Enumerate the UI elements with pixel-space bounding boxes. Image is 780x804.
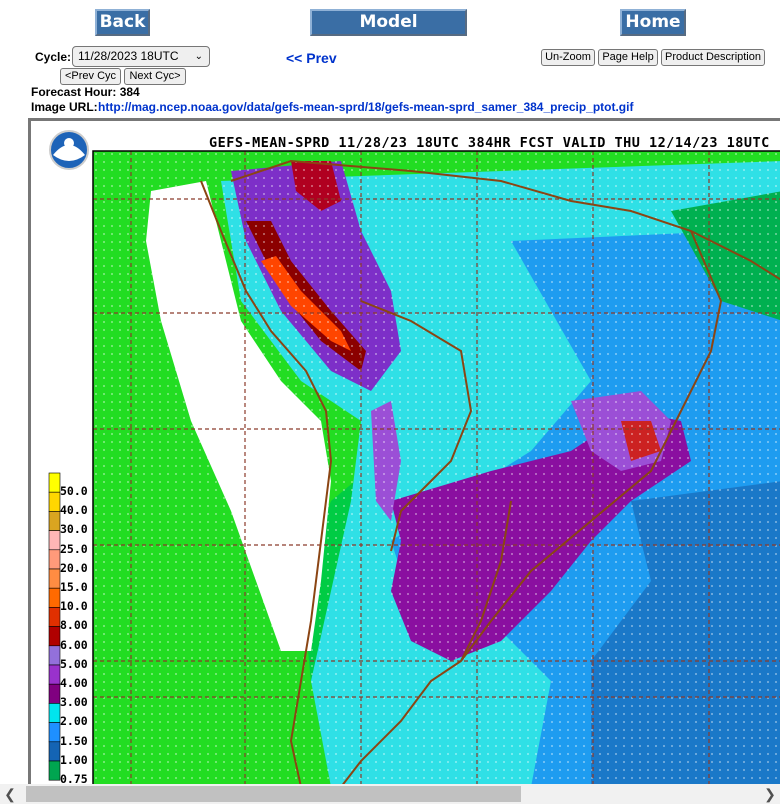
legend-swatches xyxy=(48,472,61,781)
forecast-hour-value: 384 xyxy=(119,85,140,99)
prev-cycle-button[interactable]: <Prev Cyc xyxy=(60,68,121,85)
legend-swatch xyxy=(48,587,61,608)
legend-swatch xyxy=(48,607,61,627)
legend-label: 40.0 xyxy=(60,503,88,518)
legend-label: 1.50 xyxy=(60,733,88,748)
noaa-logo xyxy=(49,130,89,170)
cycle-label: Cycle: xyxy=(35,50,72,64)
horizontal-scrollbar[interactable]: ❮ ❯ xyxy=(0,784,780,804)
legend-label: 0.75 xyxy=(60,772,88,786)
legend-swatch xyxy=(48,645,61,666)
legend-label: 3.00 xyxy=(60,695,88,710)
chevron-down-icon: ⌄ xyxy=(194,51,203,62)
legend-swatch xyxy=(48,511,61,531)
back-button[interactable]: Back xyxy=(95,9,150,36)
legend-label: 4.00 xyxy=(60,676,88,690)
legend-swatch xyxy=(48,549,61,570)
forecast-map[interactable]: GEFS-MEAN-SPRD 11/28/23 18UTC 384HR FCST… xyxy=(28,118,780,787)
image-url-link[interactable]: http://mag.ncep.noaa.gov/data/gefs-mean-… xyxy=(98,100,634,114)
next-cycle-button[interactable]: Next Cyc> xyxy=(124,68,186,85)
legend-label: 5.00 xyxy=(60,656,88,671)
legend-swatch xyxy=(48,568,61,589)
legend-label: 25.0 xyxy=(60,541,88,556)
forecast-hour-label: Forecast Hour: xyxy=(31,85,117,99)
chevron-left-icon[interactable]: ❮ xyxy=(4,786,16,802)
home-button[interactable]: Home xyxy=(620,9,686,36)
forecast-hour: Forecast Hour: 384 xyxy=(31,85,140,99)
product-description-button[interactable]: Product Description xyxy=(661,49,765,66)
legend-swatch xyxy=(48,703,61,723)
legend-label: 8.00 xyxy=(60,618,88,633)
legend-swatch xyxy=(48,664,61,685)
legend-label: 20.0 xyxy=(60,560,88,575)
legend-label: 6.00 xyxy=(60,637,88,652)
scrollbar-thumb[interactable] xyxy=(26,786,521,802)
unzoom-button[interactable]: Un-Zoom xyxy=(541,49,595,66)
legend-label: 50.0 xyxy=(60,484,88,498)
legend-swatch xyxy=(48,530,61,551)
prev-link[interactable]: << Prev xyxy=(286,50,337,66)
legend-swatch xyxy=(48,722,61,743)
legend-label: 2.00 xyxy=(60,714,88,729)
legend-swatch xyxy=(48,626,61,647)
legend-swatch xyxy=(48,683,61,704)
legend-label: 10.0 xyxy=(60,599,88,614)
cycle-select[interactable]: 11/28/2023 18UTC ⌄ xyxy=(72,46,210,67)
chevron-right-icon[interactable]: ❯ xyxy=(764,786,776,802)
image-url-label: Image URL: xyxy=(31,100,98,114)
legend-swatch xyxy=(48,472,61,493)
cycle-value: 11/28/2023 18UTC xyxy=(78,49,179,63)
legend-swatch xyxy=(48,741,61,762)
model-guidance-button[interactable]: Model Guidance xyxy=(310,9,467,54)
legend-label: 15.0 xyxy=(60,580,88,594)
legend-swatch xyxy=(48,760,61,781)
legend-label: 30.0 xyxy=(60,522,88,537)
legend-swatch xyxy=(48,491,61,512)
legend-label: 1.00 xyxy=(60,752,88,767)
precip-map-image xyxy=(48,130,780,787)
map-title: GEFS-MEAN-SPRD 11/28/23 18UTC 384HR FCST… xyxy=(209,135,770,151)
page-help-button[interactable]: Page Help xyxy=(598,49,658,66)
